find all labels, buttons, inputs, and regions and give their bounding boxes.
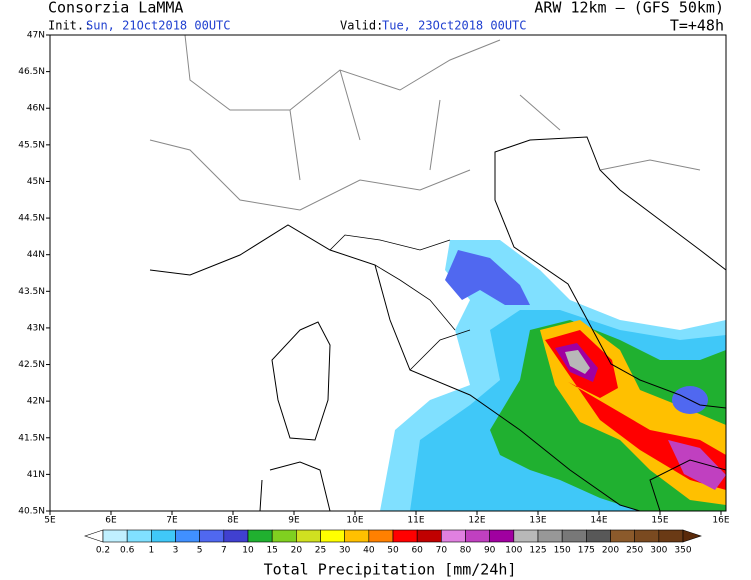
lon-label: 8E [227, 516, 239, 526]
colorbar-box [175, 529, 200, 543]
lat-label: 46.5N [18, 67, 45, 77]
colorbar-box [465, 529, 490, 543]
colorbar-box [513, 529, 539, 543]
init-label: Init.: [48, 19, 91, 33]
colorbar-box [489, 529, 515, 543]
colorbar-box [344, 529, 370, 543]
colorbar-label: 200 [602, 546, 619, 556]
colorbar-under [84, 529, 104, 543]
precip-area [565, 350, 590, 374]
lon-label: 10E [346, 516, 363, 526]
axes: 5E 6E 7E 8E 9E 10E 11E 12E 13E 14E 15E 16E 47N 46.5N 4… [18, 31, 730, 526]
colorbar-box [102, 529, 128, 543]
lon-label: 5E [44, 516, 56, 526]
colorbar-box [368, 529, 394, 543]
coastline [149, 136, 726, 511]
model: ARW 12km – (GFS 50km) [534, 0, 724, 17]
colorbar-label: 25 [315, 546, 326, 556]
lon-label: 7E [166, 516, 178, 526]
lat-label: 47N [27, 31, 45, 41]
region-border [329, 234, 471, 371]
colorbar-label: 7 [221, 546, 227, 556]
colorbar-label: 175 [578, 546, 595, 556]
map-frame [49, 34, 727, 512]
lat-label: 41N [27, 470, 45, 480]
lon-label: 14E [590, 516, 607, 526]
title: Consorzia LaMMA [48, 0, 183, 17]
colorbar-label: 10 [242, 546, 254, 556]
colorbar-box [441, 529, 466, 543]
lon-label: 12E [468, 516, 485, 526]
lat-label: 45.5N [18, 140, 45, 150]
colorbar-over [682, 529, 702, 543]
colorbar-box [561, 529, 587, 543]
lat-label: 43N [27, 323, 45, 333]
colorbar-box [537, 529, 563, 543]
lat-label: 46N [27, 104, 45, 114]
lon-label: 6E [105, 516, 117, 526]
colorbar-label: 20 [291, 546, 303, 556]
colorbar-box [658, 529, 684, 543]
lon-label: 16E [712, 516, 729, 526]
island [259, 321, 331, 511]
colorbar-label: 125 [529, 546, 546, 556]
lat-label: 44.5N [18, 214, 45, 224]
colorbar-box [320, 529, 345, 543]
colorbar-box [416, 529, 442, 543]
colorbar-label: 100 [505, 546, 522, 556]
valid-label: Valid: [340, 19, 383, 33]
lat-label: 42N [27, 397, 45, 407]
lon-label: 15E [651, 516, 668, 526]
colorbar-label: 70 [436, 546, 448, 556]
colorbar-label: 350 [674, 546, 691, 556]
colorbar-label: 1 [148, 546, 154, 556]
valid-time: Tue, 23Oct2018 00UTC [382, 19, 527, 33]
lon-label: 11E [407, 516, 424, 526]
colorbar-label: 80 [460, 546, 472, 556]
map-area [50, 35, 726, 511]
lat-label: 41.5N [18, 433, 45, 443]
precip-area [445, 250, 530, 305]
colorbar-label: 30 [339, 546, 351, 556]
lat-label: 42.5N [18, 360, 45, 370]
border [149, 35, 701, 211]
colorbar-label: 0.6 [120, 546, 135, 556]
colorbar-box [392, 529, 418, 543]
colorbar-label: 50 [387, 546, 399, 556]
colorbar-box [296, 529, 321, 543]
colorbar-label: 90 [484, 546, 496, 556]
lead-time: T=+48h [670, 17, 724, 35]
lat-label: 43.5N [18, 287, 45, 297]
lon-label: 13E [529, 516, 546, 526]
colorbar-label: 15 [266, 546, 277, 556]
colorbar-box [199, 529, 225, 543]
colorbar-box [247, 529, 273, 543]
colorbar-label: 60 [411, 546, 423, 556]
lon-label: 9E [288, 516, 300, 526]
colorbar-box [634, 529, 660, 543]
colorbar-label: 250 [626, 546, 643, 556]
colorbar-title: Total Precipitation [mm/24h] [264, 561, 517, 579]
colorbar-label: 300 [650, 546, 667, 556]
colorbar-box [151, 529, 176, 543]
colorbar-box [586, 529, 611, 543]
colorbar-label: 3 [173, 546, 179, 556]
init-time: Sun, 21Oct2018 00UTC [86, 19, 231, 33]
colorbar-label: 40 [363, 546, 375, 556]
lat-label: 44N [27, 250, 45, 260]
precip-area [668, 440, 726, 490]
colorbar-label: 150 [554, 546, 571, 556]
lat-label: 40.5N [18, 507, 45, 517]
colorbar-box [271, 529, 297, 543]
colorbar-box [223, 529, 249, 543]
colorbar-box [126, 529, 152, 543]
colorbar: 0.2 0.6 1 3 5 7 10 15 20 25 30 40 50 60 70 80 90 100 125 15… [84, 529, 702, 556]
colorbar-box [610, 529, 635, 543]
colorbar-label: 5 [197, 546, 203, 556]
colorbar-label: 0.2 [96, 546, 110, 556]
lat-label: 45N [27, 177, 45, 187]
